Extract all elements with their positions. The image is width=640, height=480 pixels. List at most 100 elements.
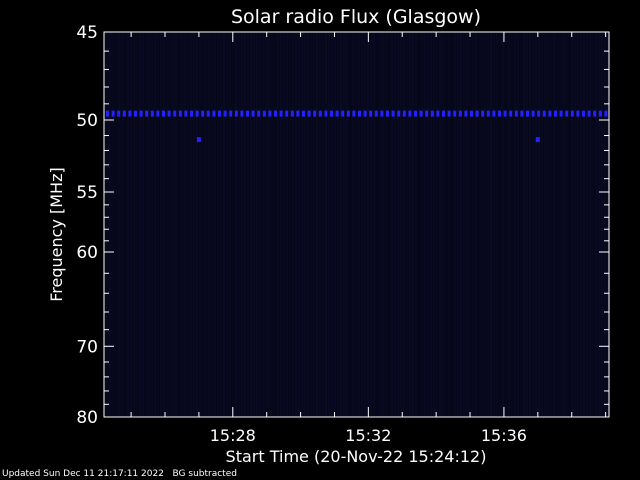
noise-stripe	[316, 33, 318, 416]
noise-stripe	[571, 33, 573, 416]
noise-stripe	[340, 33, 342, 416]
noise-stripe	[319, 33, 321, 416]
noise-stripe	[580, 33, 582, 416]
noise-stripe	[391, 33, 393, 416]
noise-stripe	[565, 33, 567, 416]
noise-stripe	[259, 33, 261, 416]
noise-stripe	[403, 33, 405, 416]
noise-stripe	[109, 33, 111, 416]
noise-stripe	[229, 33, 231, 416]
noise-stripe	[250, 33, 252, 416]
noise-stripe	[526, 33, 528, 416]
noise-stripe	[358, 33, 360, 416]
plot-frame	[103, 31, 610, 418]
noise-stripe	[448, 33, 450, 416]
noise-stripe	[349, 33, 351, 416]
noise-stripe	[151, 33, 153, 416]
x-tick-label: 15:32	[345, 426, 391, 445]
noise-stripe	[583, 33, 585, 416]
noise-stripe	[280, 33, 282, 416]
noise-stripe	[130, 33, 132, 416]
noise-stripe	[199, 33, 201, 416]
emission-features	[106, 110, 608, 143]
noise-stripe	[466, 33, 468, 416]
noise-stripe	[334, 33, 336, 416]
noise-stripe	[244, 33, 246, 416]
noise-stripe	[181, 33, 183, 416]
noise-stripe	[268, 33, 270, 416]
noise-stripe	[442, 33, 444, 416]
noise-stripe	[544, 33, 546, 416]
noise-stripe	[574, 33, 576, 416]
y-axis-label: Frequency [MHz]	[47, 167, 66, 301]
noise-stripe	[301, 33, 303, 416]
noise-stripe	[373, 33, 375, 416]
noise-stripe	[313, 33, 315, 416]
noise-stripe	[325, 33, 327, 416]
noise-stripe	[190, 33, 192, 416]
noise-stripe	[211, 33, 213, 416]
x-tick: 15:32	[345, 32, 391, 445]
noise-stripe	[178, 33, 180, 416]
noise-stripe	[502, 33, 504, 416]
noise-stripe	[460, 33, 462, 416]
noise-stripe	[304, 33, 306, 416]
noise-stripe	[169, 33, 171, 416]
x-tick-label: 15:28	[210, 426, 256, 445]
y-axis: 45 50 55 60 70 80	[76, 23, 609, 428]
noise-stripe	[220, 33, 222, 416]
y-tick-label: 55	[76, 183, 98, 203]
noise-stripe	[577, 33, 579, 416]
x-axis-label: Start Time (20-Nov-22 15:24:12)	[226, 447, 487, 466]
noise-stripe	[322, 33, 324, 416]
noise-stripe	[499, 33, 501, 416]
noise-stripe	[202, 33, 204, 416]
noise-stripe	[397, 33, 399, 416]
noise-stripe	[208, 33, 210, 416]
noise-stripe	[136, 33, 138, 416]
noise-stripe	[433, 33, 435, 416]
noise-stripe	[586, 33, 588, 416]
noise-stripe	[532, 33, 534, 416]
noise-stripe	[469, 33, 471, 416]
noise-stripe	[481, 33, 483, 416]
noise-stripe	[427, 33, 429, 416]
noise-stripe	[187, 33, 189, 416]
x-axis: 15:28 15:32 15:36	[130, 32, 607, 445]
noise-stripe	[355, 33, 357, 416]
noise-stripe	[226, 33, 228, 416]
noise-stripe	[601, 33, 603, 416]
noise-stripe	[523, 33, 525, 416]
noise-stripe	[124, 33, 126, 416]
noise-stripe	[604, 33, 606, 416]
noise-stripe	[214, 33, 216, 416]
noise-stripe	[592, 33, 594, 416]
noise-stripe	[139, 33, 141, 416]
noise-stripe	[364, 33, 366, 416]
y-tick: 70	[76, 337, 609, 357]
noise-stripe	[550, 33, 552, 416]
noise-stripe	[160, 33, 162, 416]
noise-stripe	[154, 33, 156, 416]
noise-stripe	[274, 33, 276, 416]
x-tick: 15:28	[210, 32, 256, 445]
updated-timestamp: Updated Sun Dec 11 21:17:11 2022	[2, 469, 164, 479]
noise-stripe	[589, 33, 591, 416]
noise-stripe	[493, 33, 495, 416]
noise-stripe	[112, 33, 114, 416]
noise-stripe	[367, 33, 369, 416]
noise-stripe	[241, 33, 243, 416]
noise-stripe	[118, 33, 120, 416]
noise-stripe	[553, 33, 555, 416]
y-tick: 60	[76, 243, 609, 263]
noise-stripe	[436, 33, 438, 416]
noise-stripe	[562, 33, 564, 416]
noise-stripe	[142, 33, 144, 416]
noise-stripe	[271, 33, 273, 416]
noise-stripe	[412, 33, 414, 416]
noise-stripe	[511, 33, 513, 416]
noise-stripe	[223, 33, 225, 416]
noise-stripe	[454, 33, 456, 416]
y-tick-label: 50	[76, 111, 98, 131]
noise-stripe	[487, 33, 489, 416]
